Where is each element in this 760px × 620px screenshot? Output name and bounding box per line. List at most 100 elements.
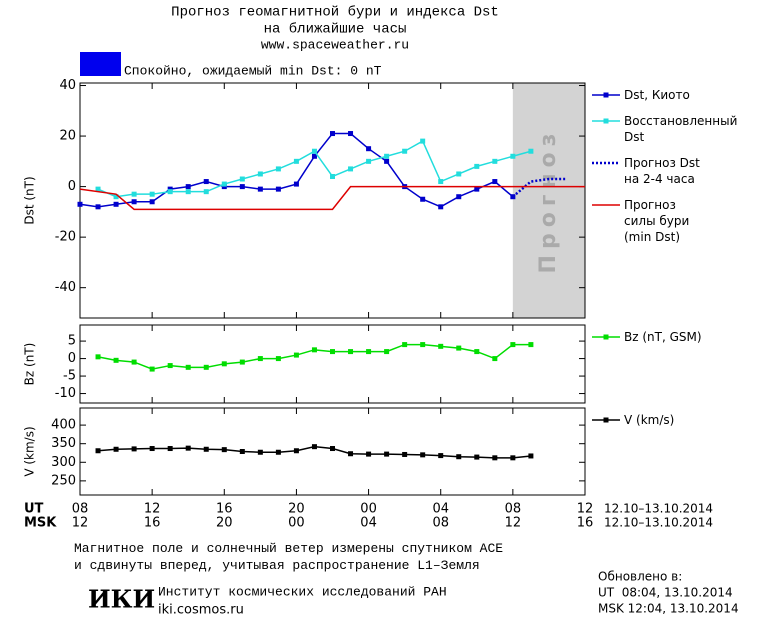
x-axis-label: UT: [24, 502, 44, 517]
data-point: [293, 352, 299, 358]
x2-tick-label: 04: [360, 516, 377, 531]
data-point: [95, 204, 101, 210]
data-point: [185, 184, 191, 190]
footer-note: Магнитное поле и солнечный ветер измерен…: [74, 541, 504, 573]
data-point: [293, 448, 299, 454]
legend-entry: Dst, Киото: [624, 88, 690, 102]
data-point: [366, 451, 372, 457]
plot-frame: [79, 82, 586, 319]
data-point: [438, 204, 444, 210]
legend-marker: [603, 118, 609, 124]
x2-axis-label: MSK: [24, 516, 57, 531]
y-tick-label: -5: [63, 369, 76, 384]
data-point: [95, 186, 101, 192]
x-tick-label: 00: [360, 502, 377, 517]
y-tick-label: 5: [68, 334, 76, 349]
data-point: [330, 446, 335, 452]
status-text: Спокойно, ожидаемый min Dst: 0 nT: [124, 63, 382, 78]
y-axis-label: Bz (nT): [23, 343, 37, 386]
data-point: [474, 186, 480, 192]
updated-ut: UT 08:04, 13.10.2014: [598, 586, 733, 600]
data-point: [438, 343, 444, 349]
legend-marker: [603, 417, 609, 423]
data-point: [474, 454, 480, 460]
data-point: [311, 444, 317, 450]
data-point: [149, 366, 155, 372]
site: iki.cosmos.ru: [158, 603, 244, 618]
data-point: [330, 349, 335, 355]
y-tick-label: 0: [68, 351, 76, 366]
x-tick-label: 04: [432, 502, 449, 517]
data-point: [113, 201, 119, 207]
updated-title: Обновлено в:: [598, 570, 682, 584]
data-point: [95, 448, 101, 454]
data-point: [77, 201, 83, 207]
data-point: [131, 446, 137, 452]
data-point: [348, 451, 354, 457]
data-point: [528, 342, 534, 348]
data-point: [402, 148, 408, 154]
legend-entry: Прогноз Dst на 2-4 часа: [624, 156, 700, 186]
legend-entry: V (km/s): [624, 413, 675, 427]
data-point: [95, 354, 101, 360]
data-point: [221, 361, 227, 367]
data-point: [239, 176, 245, 182]
institute: Институт космических исследований РАН: [158, 584, 447, 599]
x-tick-label: 12: [144, 502, 161, 517]
x-tick-label: 08: [505, 502, 522, 517]
data-point: [510, 455, 516, 461]
y-tick-label: 400: [51, 418, 76, 433]
data-point: [384, 158, 390, 164]
data-point: [113, 446, 119, 452]
data-point: [275, 356, 281, 362]
series-line: [79, 132, 514, 208]
y-tick-label: 20: [59, 129, 76, 144]
data-point: [203, 179, 209, 185]
data-point: [131, 191, 137, 197]
series-line: [79, 185, 585, 211]
y-tick-label: -10: [55, 386, 76, 401]
data-point: [185, 364, 191, 370]
data-point: [149, 199, 155, 205]
data-point: [492, 158, 498, 164]
legend-marker: [603, 334, 609, 340]
data-point: [257, 449, 263, 455]
data-point: [239, 184, 245, 190]
date-label: 12.10–13.10.2014: [604, 516, 713, 530]
data-point: [275, 449, 281, 455]
data-point: [293, 181, 299, 187]
data-point: [456, 171, 462, 177]
data-point: [528, 148, 534, 154]
data-point: [456, 454, 462, 460]
series-line: [512, 177, 567, 198]
data-point: [366, 146, 372, 152]
data-point: [348, 131, 354, 137]
x2-tick-label: 16: [577, 516, 594, 531]
date-label: 12.10–13.10.2014: [604, 502, 713, 516]
data-point: [167, 189, 173, 195]
data-point: [257, 356, 263, 362]
data-point: [456, 345, 462, 351]
data-point: [257, 186, 263, 192]
data-point: [131, 199, 137, 205]
data-point: [510, 342, 516, 348]
data-point: [402, 451, 408, 457]
data-point: [492, 179, 498, 185]
data-point: [167, 363, 173, 369]
data-point: [311, 148, 317, 154]
data-point: [167, 446, 173, 452]
x2-tick-label: 20: [216, 516, 233, 531]
data-point: [420, 452, 426, 458]
legend-entry: Bz (nT, GSM): [624, 330, 702, 344]
x2-tick-label: 08: [432, 516, 449, 531]
y-tick-label: 250: [51, 473, 76, 488]
data-point: [438, 453, 444, 459]
data-point: [131, 359, 137, 365]
data-point: [221, 181, 227, 187]
plot-frame: [79, 407, 586, 496]
data-point: [275, 186, 281, 192]
data-point: [203, 364, 209, 370]
data-point: [330, 131, 335, 137]
legend-entry: Восстановленный Dst: [624, 114, 738, 144]
x-tick-label: 08: [72, 502, 89, 517]
